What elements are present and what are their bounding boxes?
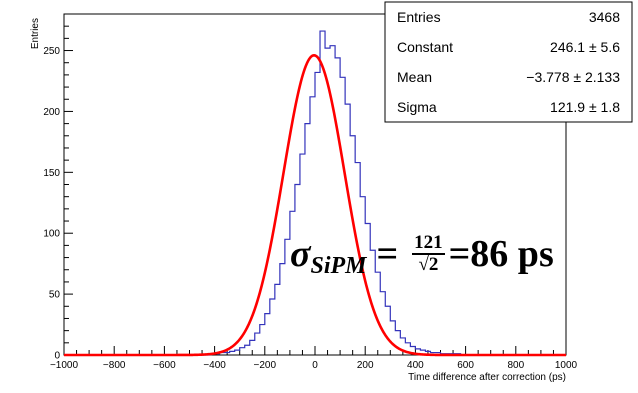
histogram-outline bbox=[64, 30, 566, 356]
y-tick-label: 0 bbox=[54, 351, 60, 362]
y-tick-label: 100 bbox=[43, 229, 60, 240]
x-tick-label: 1000 bbox=[555, 360, 578, 371]
sigma-subscript: SiPM bbox=[310, 252, 367, 279]
y-tick-label: 50 bbox=[49, 290, 61, 301]
fraction: 121 √2 bbox=[412, 233, 445, 275]
y-tick-label: 150 bbox=[43, 168, 60, 179]
stats-box bbox=[384, 1, 633, 123]
x-tick-label: −800 bbox=[103, 360, 126, 371]
x-tick-label: 200 bbox=[357, 360, 374, 371]
stats-value: 121.9 ± 1.8 bbox=[550, 99, 620, 115]
x-tick-label: 400 bbox=[407, 360, 424, 371]
stats-value: 3468 bbox=[589, 9, 620, 25]
stats-label: Mean bbox=[397, 69, 432, 85]
result-value: =86 ps bbox=[448, 233, 554, 275]
gaussian-fit-curve bbox=[63, 53, 567, 357]
x-tick-label: −600 bbox=[153, 360, 176, 371]
y-tick-label: 200 bbox=[43, 107, 60, 118]
stats-label: Entries bbox=[397, 9, 441, 25]
x-tick-label: −1000 bbox=[50, 360, 79, 371]
fraction-denominator: √2 bbox=[418, 254, 439, 275]
x-tick-label: 600 bbox=[457, 360, 474, 371]
x-tick-label: −200 bbox=[254, 360, 277, 371]
y-tick-label: 250 bbox=[43, 46, 60, 57]
stats-value: −3.778 ± 2.133 bbox=[526, 69, 620, 85]
sigma-symbol: σ bbox=[290, 233, 311, 275]
x-tick-label: −400 bbox=[203, 360, 226, 371]
x-tick-label: 0 bbox=[312, 360, 318, 371]
x-tick-label: 800 bbox=[507, 360, 524, 371]
y-axis-title: Entries bbox=[30, 18, 41, 49]
sigma-annotation: σ SiPM = 121 √2 =86 ps bbox=[290, 232, 554, 279]
stats-label: Sigma bbox=[397, 99, 437, 115]
stats-label: Constant bbox=[397, 39, 453, 55]
x-axis-title: Time difference after correction (ps) bbox=[408, 372, 566, 383]
fraction-numerator: 121 bbox=[412, 232, 445, 255]
stats-value: 246.1 ± 5.6 bbox=[550, 39, 620, 55]
equals-sign: = bbox=[376, 233, 399, 275]
